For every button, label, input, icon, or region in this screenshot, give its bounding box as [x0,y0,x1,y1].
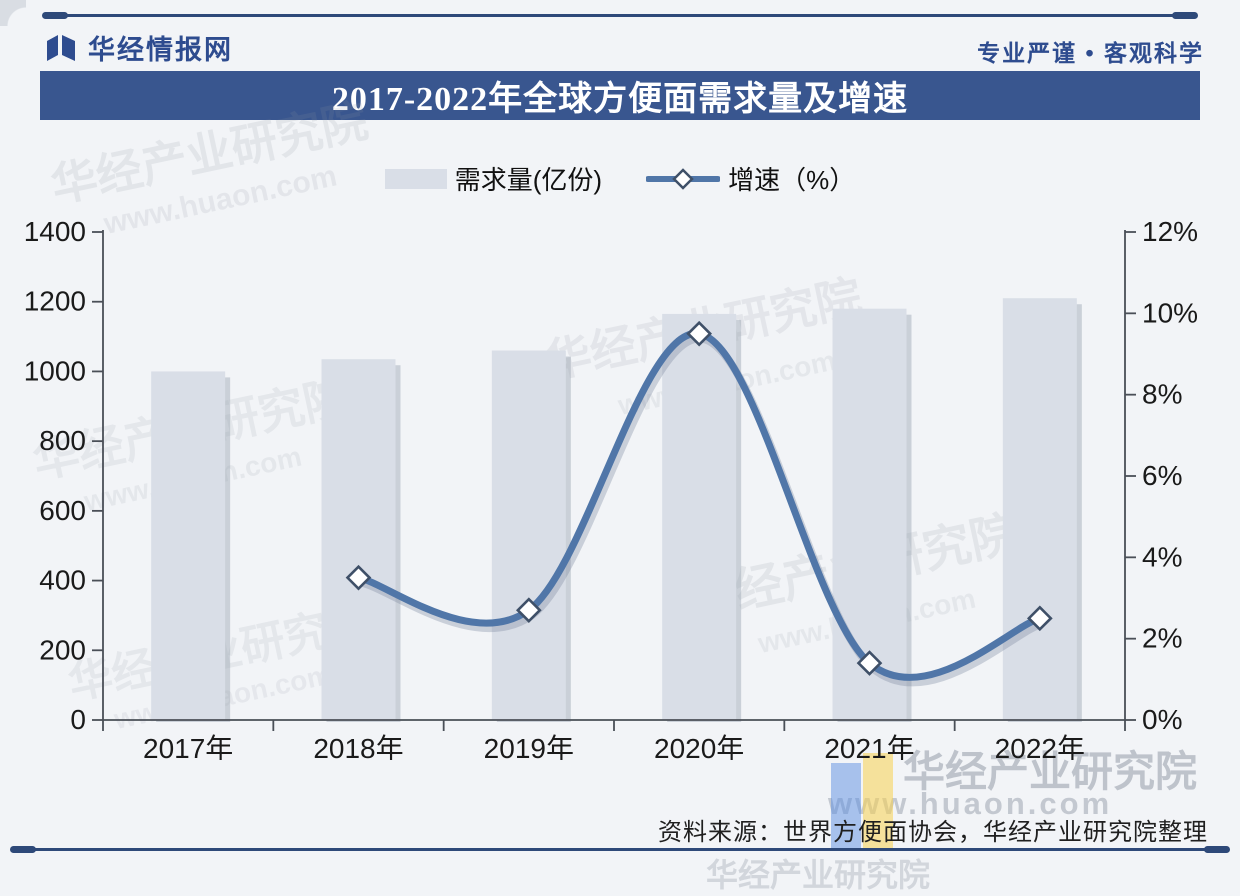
legend-bar-swatch [384,168,447,189]
chart-title: 2017-2022年全球方便面需求量及增速 [331,81,909,118]
bar-2018年 [321,359,396,720]
legend-bar-label: 需求量(亿份) [454,165,603,195]
y-left-tick-label: 200 [39,634,86,665]
bottom-divider-right-cap [1204,846,1230,853]
y-left-tick-label: 1000 [24,355,86,386]
bar-2019年 [491,350,566,720]
x-tick-label: 2021年 [824,733,914,760]
watermark-text: 华经产业研究院 [706,857,931,893]
growth-marker-2018年 [345,564,372,591]
y-right-tick-label: 4% [1142,541,1182,572]
y-right-tick-label: 10% [1142,297,1198,328]
page-corner-shade [0,0,26,26]
x-tick-label: 2018年 [313,733,403,760]
legend-item-demand: 需求量(亿份) [384,160,603,197]
huajing-logo-icon [47,34,75,61]
legend-line-swatch [646,167,721,190]
x-tick-label: 2020年 [654,733,744,760]
data-source-note: 资料来源：世界方便面协会，华经产业研究院整理 [658,819,1208,846]
y-left-tick-label: 1400 [24,216,86,247]
growth-marker-2022年 [1026,605,1053,632]
x-tick-label: 2017年 [143,733,233,760]
brand-slogan: 专业严谨 • 客观科学 [977,40,1204,66]
bottom-divider-line [10,846,1230,853]
bar-2017年 [151,371,226,720]
growth-marker-2019年 [515,597,542,624]
y-left-tick-label: 600 [39,495,86,526]
brand-header: 华经情报网 [44,28,233,67]
y-right-tick-label: 12% [1142,216,1198,247]
y-right-tick-label: 0% [1142,704,1182,735]
y-left-tick-label: 800 [39,425,86,456]
top-divider-left-cap [42,12,68,19]
bar-2022年 [1002,298,1077,720]
chart-legend: 需求量(亿份) 增速（%） [0,160,1240,197]
growth-marker-2020年 [686,320,713,347]
bottom-divider-left-cap [10,846,36,853]
x-tick-label: 2022年 [995,733,1085,760]
growth-marker-2021年 [856,650,883,676]
top-divider-right-cap [1172,12,1198,19]
y-right-tick-label: 2% [1142,623,1182,654]
title-banner: 2017-2022年全球方便面需求量及增速 [40,71,1200,120]
y-left-tick-label: 400 [39,565,86,596]
y-left-tick-label: 0 [70,704,86,735]
y-right-tick-label: 8% [1142,379,1182,410]
combo-chart: 0 200 400 600 800 1000 1200 1400 0% 2% 4% 6% 8% 10% 12… [24,216,1198,760]
y-right-tick-label: 6% [1142,460,1182,491]
y-left-tick-label: 1200 [24,286,86,317]
top-divider-line [42,12,1198,19]
bar-2020年 [662,313,737,720]
legend-item-growth: 增速（%） [646,160,855,197]
legend-line-label: 增速（%） [728,165,856,195]
brand-name: 华经情报网 [88,35,233,65]
x-tick-label: 2019年 [484,733,574,760]
